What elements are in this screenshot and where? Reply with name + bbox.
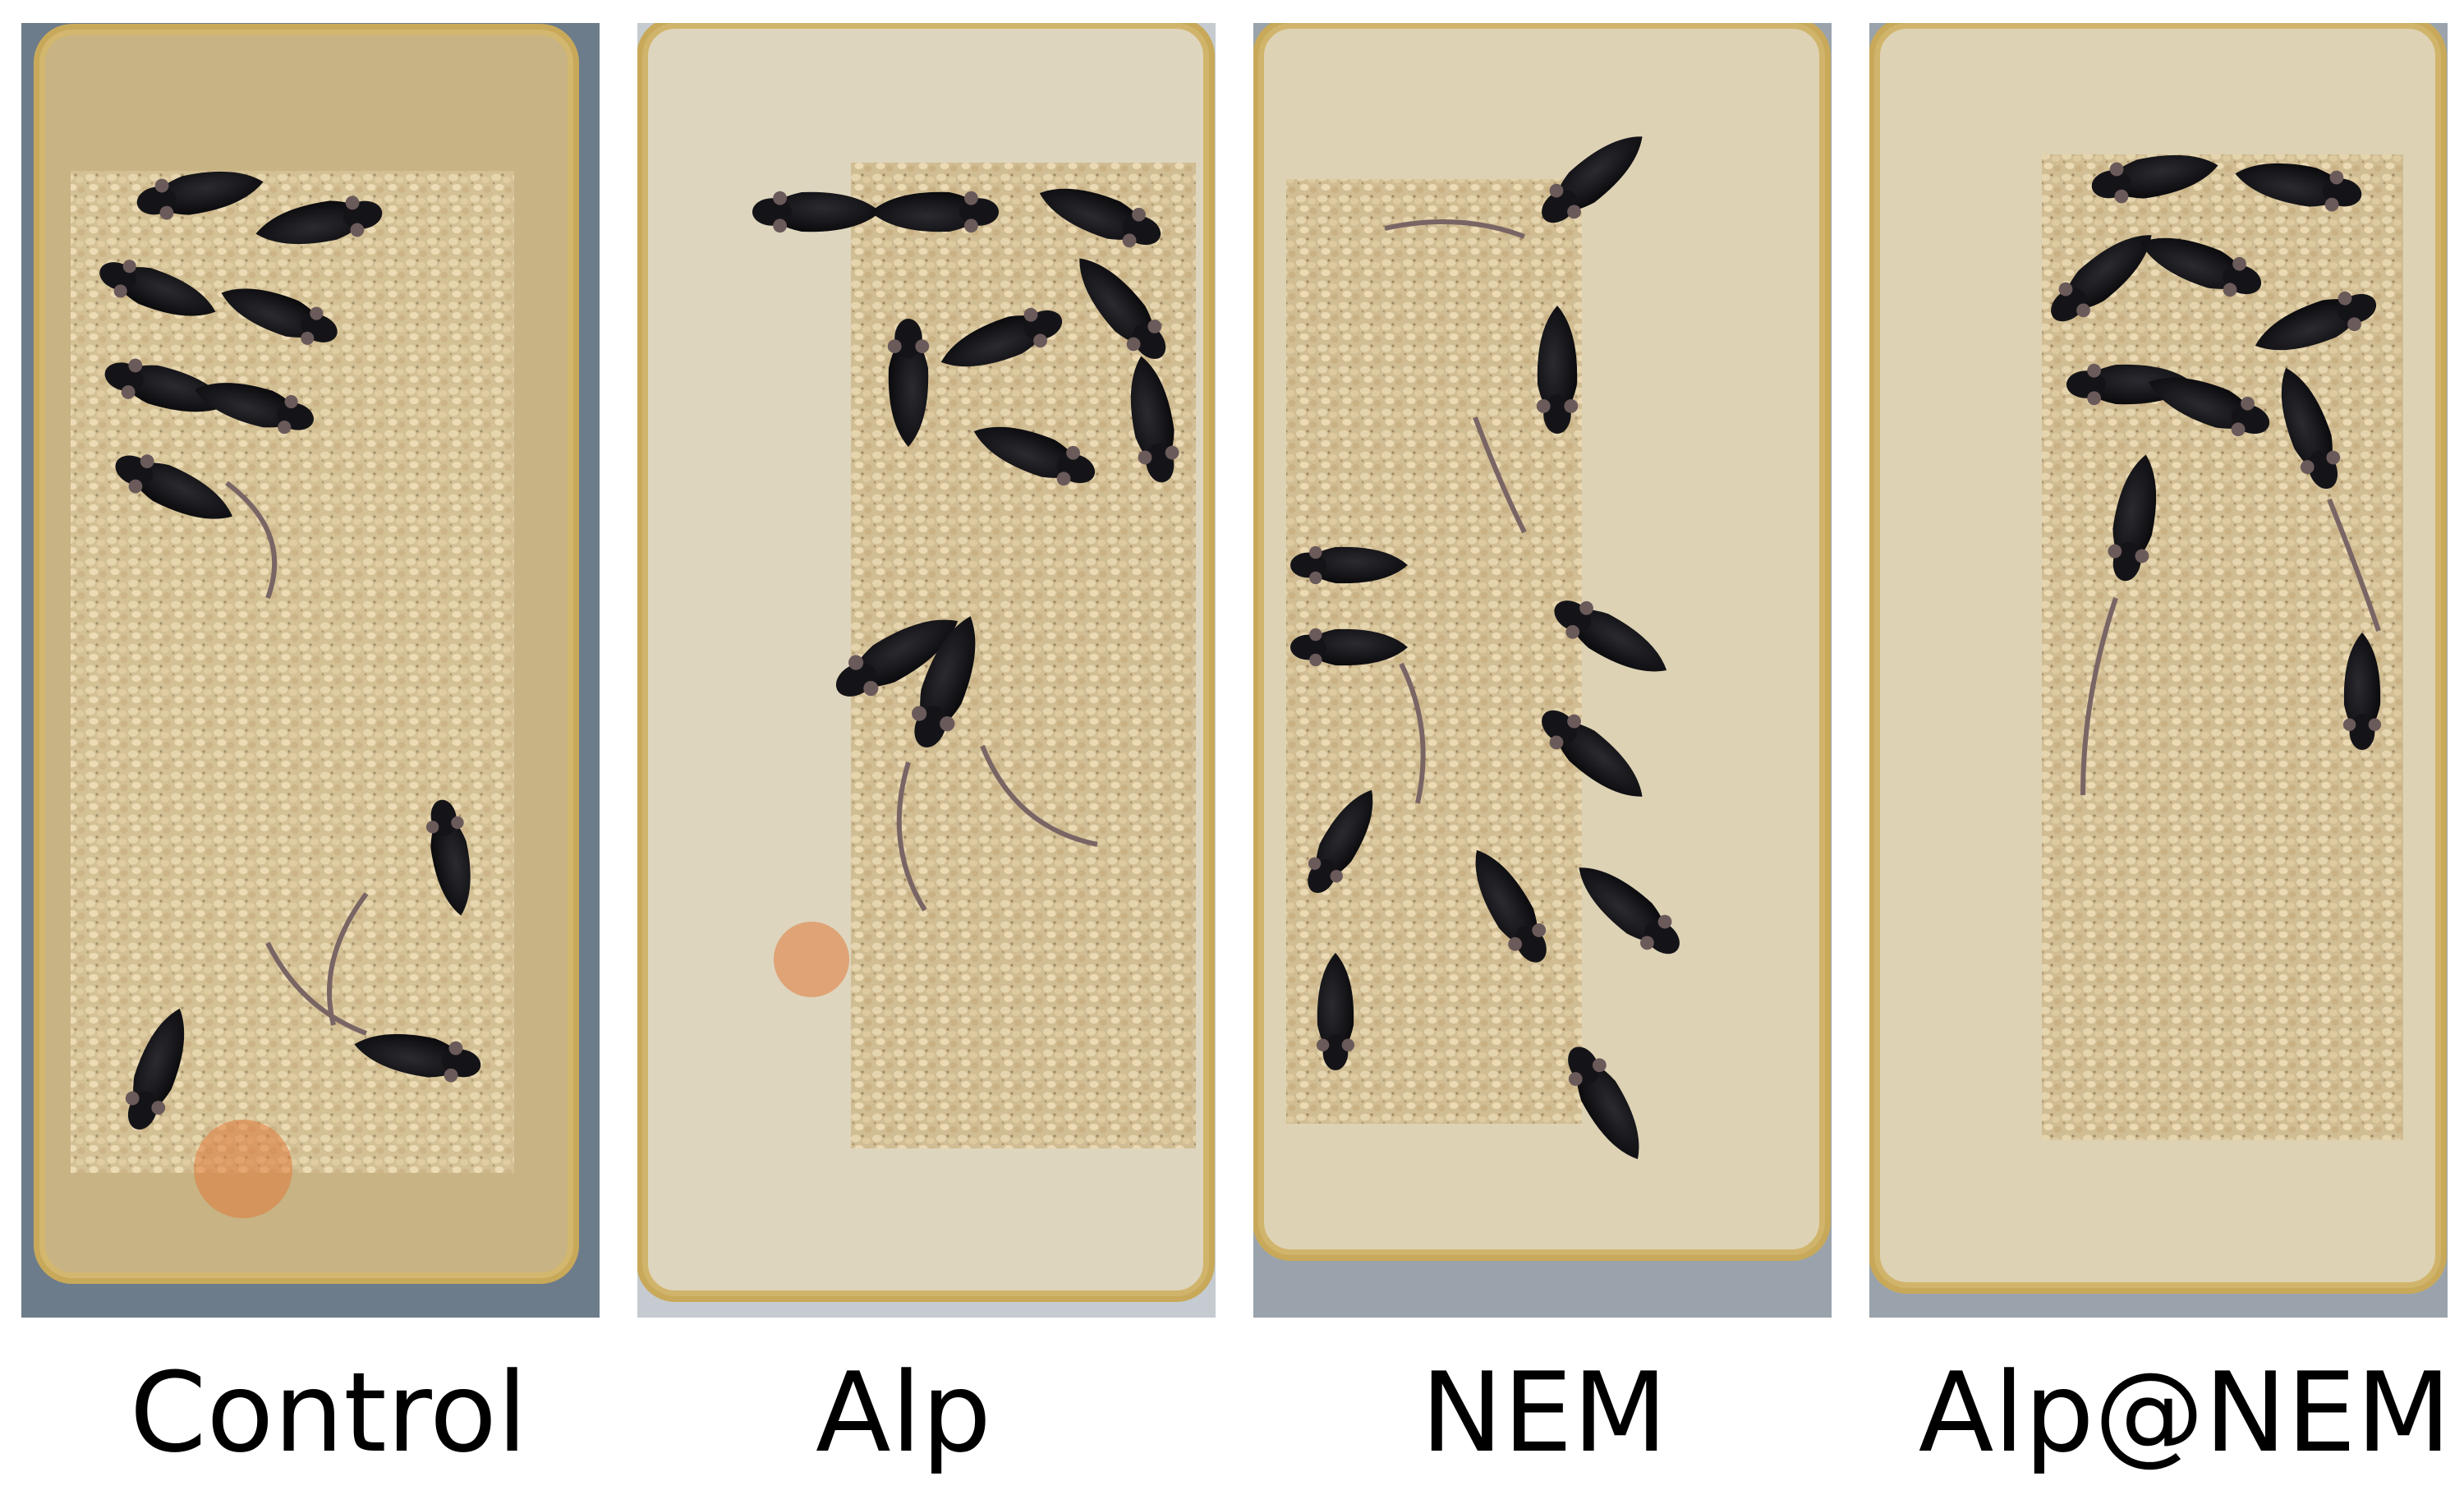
panel-label-alp: Alp: [816, 1349, 991, 1477]
panel-label-alp-nem: Alp@NEM: [1918, 1349, 2452, 1477]
panel-label-nem: NEM: [1420, 1349, 1668, 1477]
cage-photo-alp-nem: [1869, 23, 2448, 1318]
panel-label-control: Control: [129, 1349, 528, 1477]
cage-photo-control: [21, 23, 600, 1318]
cage-photo-nem: [1253, 23, 1832, 1318]
cage-photo-alp: [637, 23, 1216, 1318]
